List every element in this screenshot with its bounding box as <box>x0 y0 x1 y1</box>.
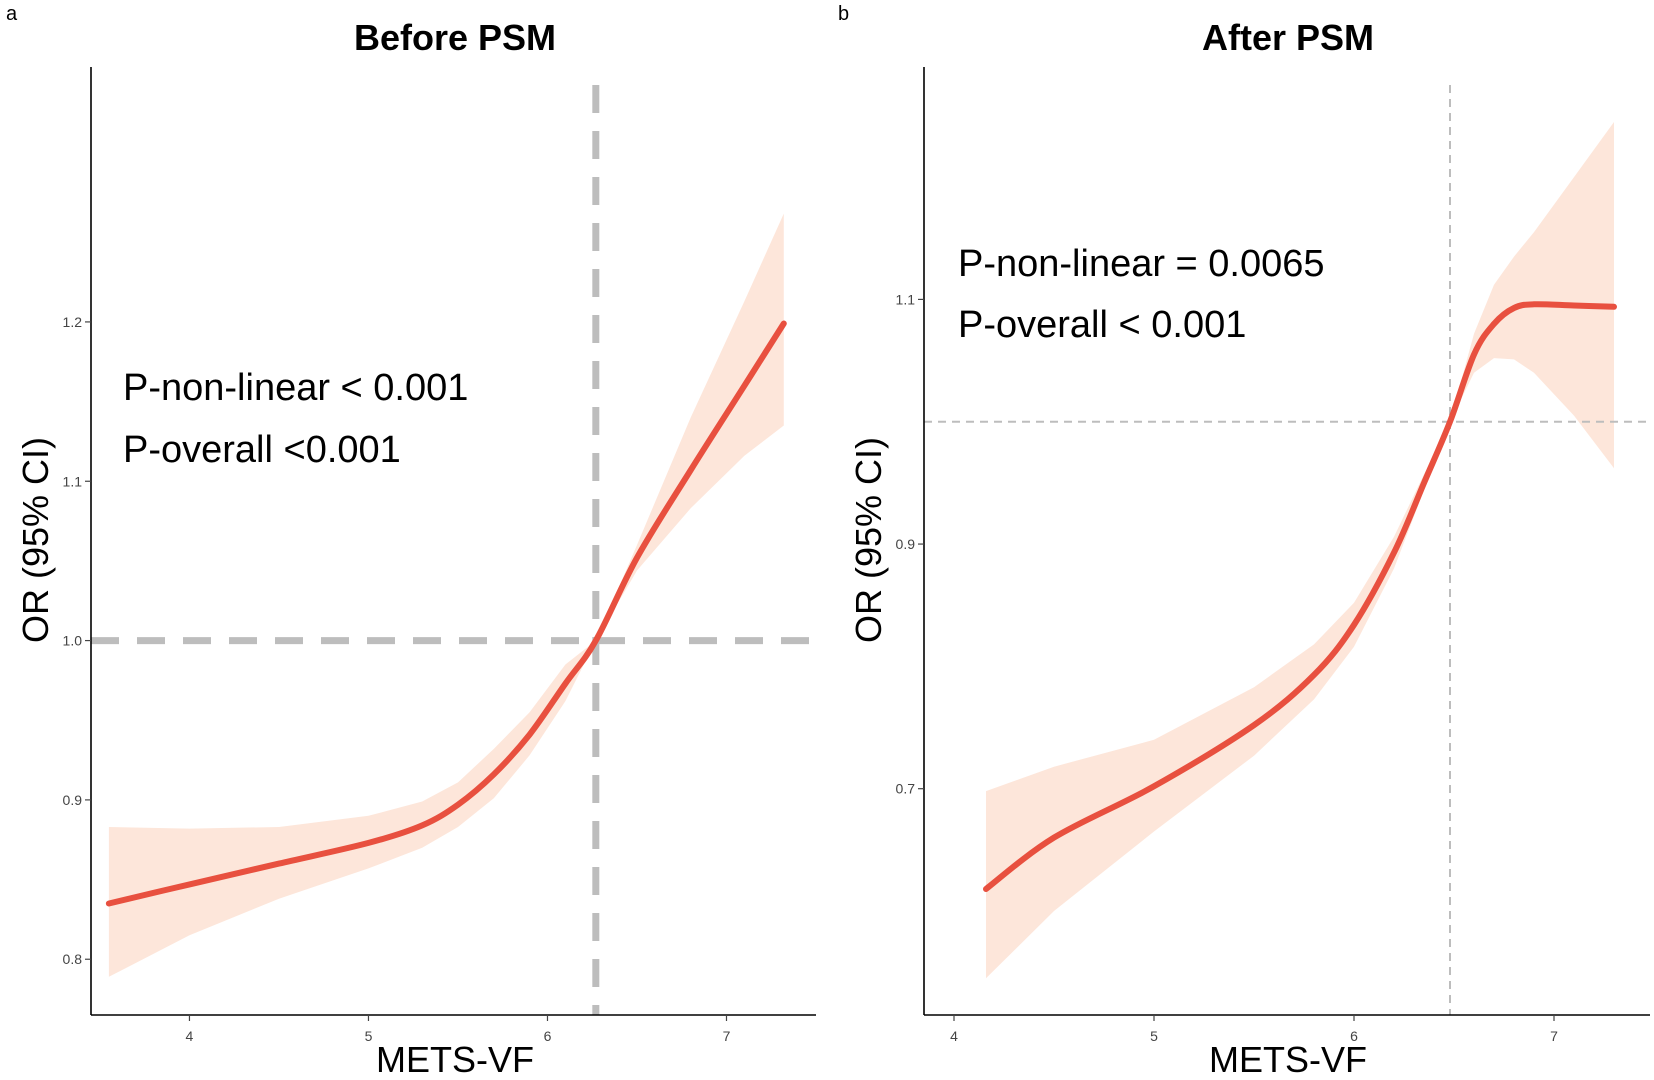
panel-b-title: After PSM <box>1202 17 1374 58</box>
panel-a-annotation-nonlinear: P-non-linear < 0.001 <box>123 367 468 409</box>
panel-b-annotation-nonlinear: P-non-linear = 0.0065 <box>958 243 1325 285</box>
panel-a-y-tick-label: 0.8 <box>63 951 83 967</box>
panel-b-plot-area: 4 5 6 7 0.7 0.9 1.1 <box>896 67 1650 1044</box>
panel-a-plot-area: 4 5 6 7 0.8 0.9 1.0 1.1 1.2 <box>63 67 816 1044</box>
panel-a-x-tick-label: 5 <box>365 1028 373 1044</box>
panel-a-x-axis-label: METS-VF <box>376 1039 534 1080</box>
panel-b-y-tick-label: 0.7 <box>896 781 916 797</box>
panel-a-letter: a <box>6 3 18 25</box>
panel-a: a Before PSM 4 5 6 7 0.8 0.9 1.0 1.1 1.2 METS-VF… <box>6 3 816 1080</box>
panel-a-title: Before PSM <box>354 17 556 58</box>
panel-b-x-tick-label: 5 <box>1150 1028 1158 1044</box>
panel-a-y-tick-label: 0.9 <box>63 792 83 808</box>
panel-b-y-axis-label: OR (95% CI) <box>848 437 889 643</box>
panel-a-y-tick-label: 1.2 <box>63 314 83 330</box>
panel-b-x-tick-label: 6 <box>1350 1028 1358 1044</box>
panel-a-annotation-overall: P-overall <0.001 <box>123 429 401 471</box>
panel-a-x-tick-label: 7 <box>723 1028 731 1044</box>
panel-b-x-axis-label: METS-VF <box>1209 1039 1367 1080</box>
panel-b-or-curve <box>983 301 1617 892</box>
panel-b-y-tick-label: 0.9 <box>896 536 916 552</box>
panel-a-x-tick-label: 4 <box>186 1028 194 1044</box>
panel-b: b After PSM 4 5 6 7 0.7 0.9 1.1 METS-VF OR (95… <box>838 3 1650 1080</box>
panel-a-y-tick-label: 1.0 <box>63 633 83 649</box>
panel-b-letter: b <box>838 3 849 25</box>
panel-b-x-tick-label: 4 <box>950 1028 958 1044</box>
panel-a-x-tick-label: 6 <box>544 1028 552 1044</box>
panel-b-annotation-overall: P-overall < 0.001 <box>958 304 1246 346</box>
panel-b-x-tick-label: 7 <box>1550 1028 1558 1044</box>
panel-a-y-axis-label: OR (95% CI) <box>15 437 56 643</box>
panel-b-ci-band <box>986 122 1614 979</box>
panel-a-y-tick-label: 1.1 <box>63 473 83 489</box>
panel-a-ci-band <box>108 213 784 977</box>
panel-a-or-curve <box>105 320 787 907</box>
panel-b-y-tick-label: 1.1 <box>896 291 916 307</box>
